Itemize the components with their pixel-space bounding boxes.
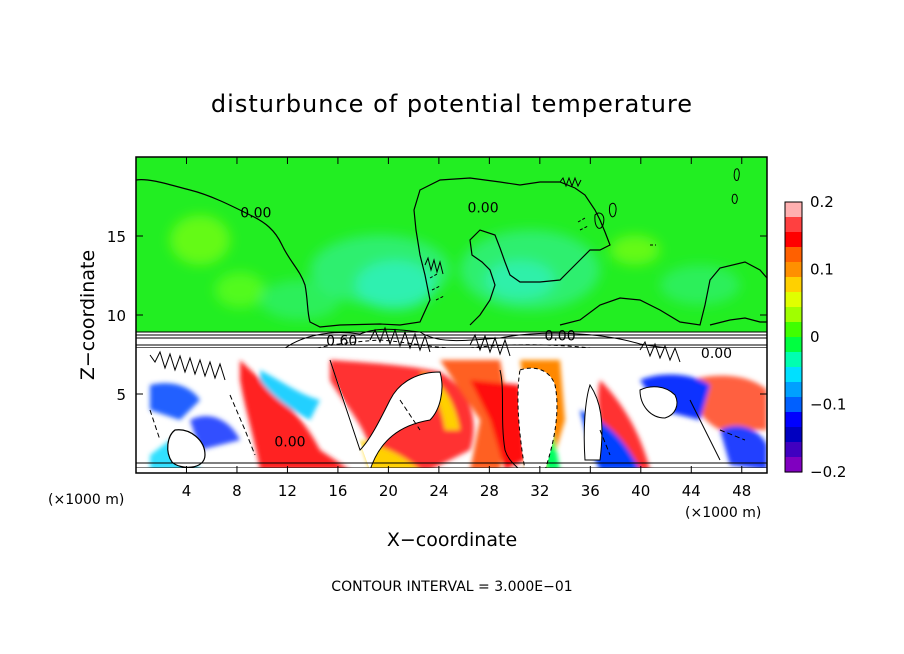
colorbar-swatch [785, 442, 802, 458]
x-tick-label: 20 [379, 482, 398, 500]
colorbar-swatch [785, 307, 802, 323]
colorbar-swatch [785, 232, 802, 248]
contour-label: 0.00 [701, 346, 732, 362]
x-tick-label: 40 [631, 482, 650, 500]
colorbar-swatch [785, 217, 802, 233]
colorbar-swatch [785, 352, 802, 368]
colorbar-frame [784, 201, 803, 473]
contour-label: 0.00 [467, 201, 498, 217]
x-tick-label: 32 [530, 482, 549, 500]
plot-area [136, 157, 767, 473]
contour-right [559, 261, 767, 326]
upper-field [170, 215, 740, 320]
x-tick-label: 48 [732, 482, 751, 500]
contour-interval-text: CONTOUR INTERVAL = 3.000E−01 [331, 579, 572, 595]
contour-labels: 0.00 0.00 0.60 0.00 0.00 0.00 [240, 201, 732, 451]
lower-field [136, 355, 767, 473]
y-tick-label: 5 [116, 386, 126, 404]
x-tick-label: 36 [581, 482, 600, 500]
x-tick-label: 4 [182, 482, 192, 500]
colorbar-swatch [785, 457, 802, 473]
colorbar-swatch [785, 367, 802, 383]
contour-wiggles [424, 176, 582, 275]
x-axis-ticks: 4 8 12 16 20 24 28 32 36 40 44 48 [182, 157, 751, 500]
colorbar-tick-label: 0.2 [810, 193, 834, 211]
x-tick-label: 24 [429, 482, 448, 500]
colorbar-tick-label: −0.1 [810, 396, 846, 414]
contour-small-1 [594, 168, 740, 229]
contour-label: 0.00 [240, 205, 271, 221]
y-tick-label: 15 [107, 228, 126, 246]
colorbar-swatch [785, 202, 802, 218]
x-tick-label: 16 [328, 482, 347, 500]
colorbar-swatch [785, 247, 802, 263]
y-axis-title: Z−coordinate [77, 250, 99, 380]
y-tick-label: 10 [107, 307, 126, 325]
x-axis-right-unit: (×1000 m) [685, 505, 761, 521]
colorbar-swatch [785, 337, 802, 353]
colorbar-swatch [785, 292, 802, 308]
zero-contour-upper [136, 177, 611, 328]
x-tick-label: 44 [682, 482, 701, 500]
colorbar-swatch [785, 322, 802, 338]
colorbar-tick-label: 0 [810, 328, 820, 346]
colorbar-swatch [785, 277, 802, 293]
interface-band [136, 328, 767, 357]
colorbar-swatch [785, 397, 802, 413]
contour-interface-wiggles [149, 326, 681, 381]
y-axis-ticks: 5 10 15 [107, 228, 767, 404]
contour-label: 0.00 [274, 434, 305, 450]
colorbar-swatch [785, 262, 802, 278]
contour-label: 0.00 [544, 329, 575, 345]
x-tick-label: 8 [232, 482, 242, 500]
colorbar-swatch [785, 382, 802, 398]
contour-label: 0.60 [326, 333, 357, 349]
contour-right-b [709, 317, 767, 326]
colorbar-tick-label: −0.2 [810, 463, 846, 481]
colorbar-tick-label: 0.1 [810, 261, 834, 279]
colorbar-ticks: 0.2 0.1 0 −0.1 −0.2 [810, 193, 846, 481]
colorbar [784, 201, 803, 473]
x-tick-label: 12 [278, 482, 297, 500]
x-axis-title: X−coordinate [387, 529, 517, 551]
colorbar-swatch [785, 427, 802, 443]
chart-title: disturbunce of potential temperature [211, 90, 693, 118]
x-axis-left-unit: (×1000 m) [48, 492, 124, 508]
x-tick-label: 28 [480, 482, 499, 500]
colorbar-swatch [785, 412, 802, 428]
